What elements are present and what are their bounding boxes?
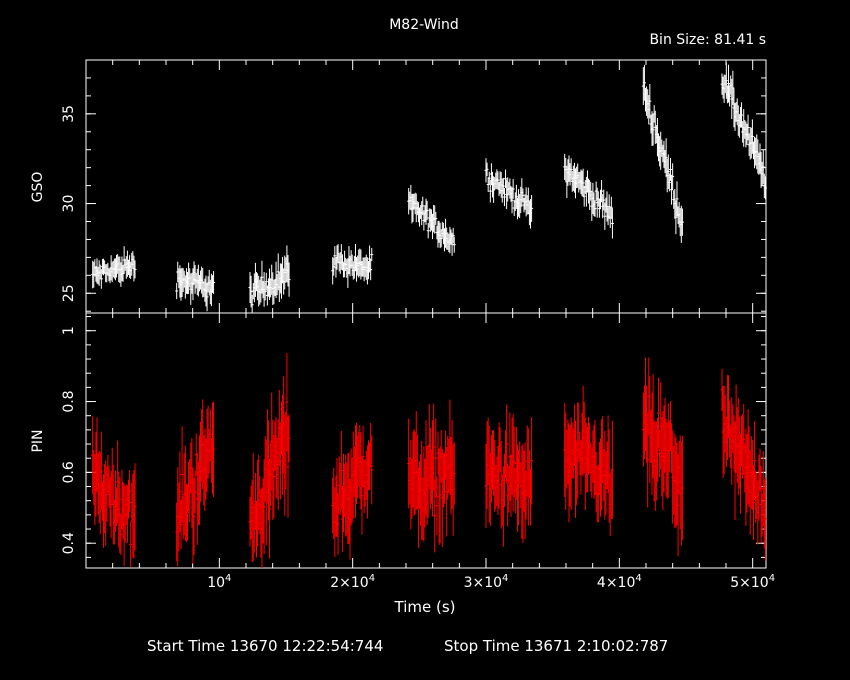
start-time-label: Start Time 13670 12:22:54:744 [147, 637, 383, 655]
time-axis: 104 2×104 3×104 4×104 5×104 [207, 573, 775, 591]
plot-frame [85, 312, 767, 569]
chart-title: M82-Wind [389, 17, 459, 33]
y-tick-label: 1 [61, 326, 77, 335]
pin-panel: 0.4 0.6 0.8 1 [61, 312, 767, 569]
y-tick-label: 25 [61, 284, 77, 302]
x-tick-label: 104 [207, 573, 231, 591]
x-tick-label: 5×104 [730, 573, 775, 591]
bin-size-label: Bin Size: 81.41 s [649, 32, 766, 48]
gso-y-axis-label: GSO [30, 172, 46, 203]
y-tick-label: 0.4 [61, 532, 77, 554]
x-tick-label: 2×104 [330, 573, 375, 591]
y-tick-label: 0.6 [61, 461, 77, 483]
x-tick-label: 4×104 [597, 573, 642, 591]
y-tick-label: 0.8 [61, 390, 77, 412]
gso-panel: 25 30 35 [61, 59, 767, 314]
x-axis-label: Time (s) [394, 598, 456, 616]
y-tick-label: 30 [61, 195, 77, 213]
pin-y-axis-label: PIN [30, 429, 46, 452]
stop-time-label: Stop Time 13671 2:10:02:787 [444, 637, 668, 655]
y-tick-label: 35 [61, 105, 77, 123]
x-tick-label: 3×104 [464, 573, 509, 591]
